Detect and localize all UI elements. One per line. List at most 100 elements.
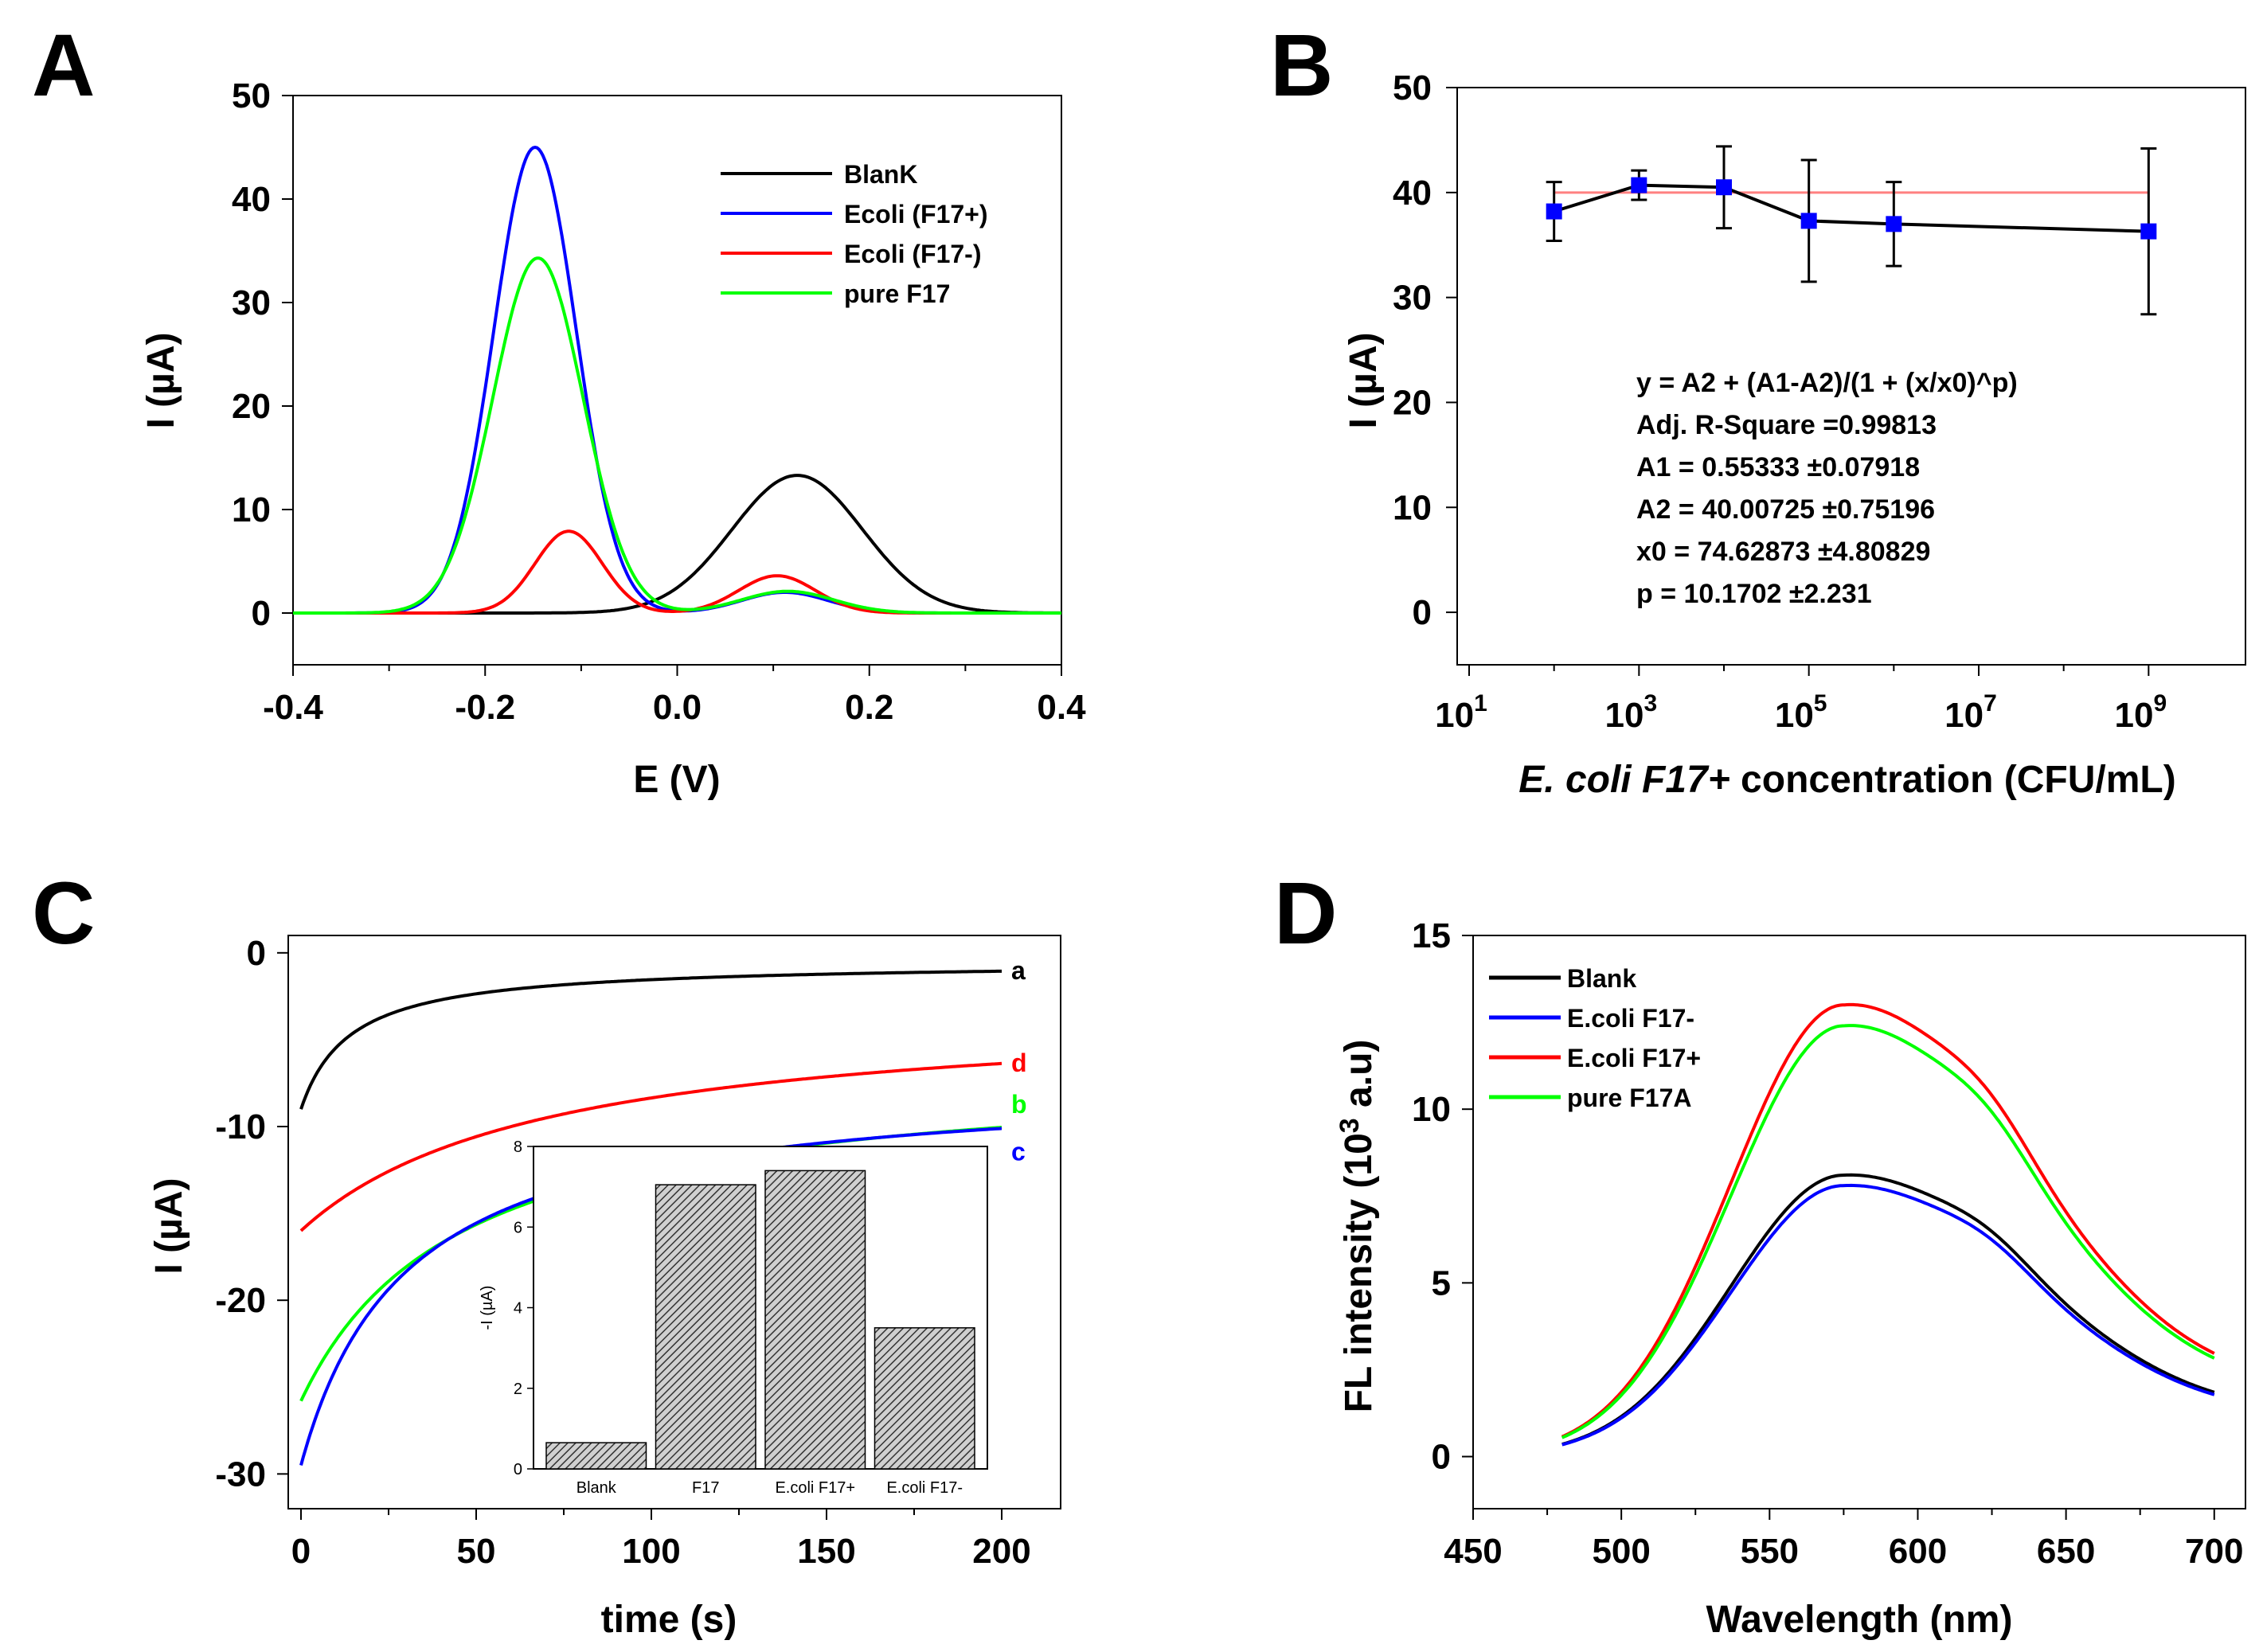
chart-d-frame bbox=[1472, 935, 2246, 1509]
chart-a-legend-label: Ecoli (F17-) bbox=[844, 240, 981, 268]
chart-d-x-tick-label: 550 bbox=[1741, 1532, 1799, 1571]
chart-c-frame bbox=[287, 935, 1061, 1509]
chart-c-inset-y-tick-label: 0 bbox=[514, 1461, 522, 1478]
chart-c-inset-y-tick-label: 6 bbox=[514, 1219, 522, 1236]
chart-c-inset-category-label: F17 bbox=[692, 1479, 719, 1497]
chart-b-equation-line: x0 = 74.62873 ±4.80829 bbox=[1636, 537, 1930, 567]
chart-a-y-tick-label: 20 bbox=[232, 387, 271, 426]
chart-b-data-point bbox=[1546, 203, 1562, 220]
chart-c-series-line bbox=[299, 1061, 1003, 1232]
chart-a-x-tick-label: 0.4 bbox=[1037, 688, 1086, 727]
chart-a-x-tick-label: 0.2 bbox=[845, 688, 893, 727]
chart-c-y-tick-label: -20 bbox=[215, 1281, 266, 1320]
chart-b-equation-line: p = 10.1702 ±2.231 bbox=[1636, 579, 1872, 609]
panel-label-a: A bbox=[32, 17, 95, 115]
chart-c-y-tick-label: -10 bbox=[215, 1107, 266, 1146]
chart-b-data-point bbox=[1886, 216, 1902, 232]
chart-c-x-axis-title: time (s) bbox=[601, 1599, 737, 1641]
chart-d-legend-label: Blank bbox=[1567, 964, 1636, 993]
chart-b-y-axis-title: I (µA) bbox=[1343, 333, 1385, 429]
chart-a-series-line bbox=[293, 529, 1061, 615]
chart-c-x-tick-label: 200 bbox=[972, 1532, 1030, 1571]
panel-label-b: B bbox=[1270, 17, 1333, 115]
chart-b-data-point bbox=[2140, 223, 2157, 240]
chart-c-inset-y-tick-label: 4 bbox=[514, 1300, 522, 1318]
chart-c-x-tick-label: 0 bbox=[291, 1532, 311, 1571]
chart-b-data-point bbox=[1631, 177, 1647, 193]
chart-b-x-tick-base: 10 bbox=[2115, 696, 2154, 735]
chart-d-legend-label: pure F17A bbox=[1567, 1084, 1691, 1112]
chart-c-curve-label: a bbox=[1011, 956, 1026, 985]
chart-b-x-tick-base: 10 bbox=[1435, 696, 1474, 735]
chart-a-y-tick-label: 50 bbox=[232, 76, 271, 115]
chart-d-x-tick-label: 600 bbox=[1889, 1532, 1947, 1571]
panel-label-c: C bbox=[32, 865, 95, 963]
chart-b-x-tick-base: 10 bbox=[1944, 696, 1984, 735]
chart-b-x-tick-base: 10 bbox=[1775, 696, 1814, 735]
chart-a-x-tick-label: -0.2 bbox=[455, 688, 515, 727]
chart-a-series-line bbox=[293, 474, 1061, 615]
chart-c: 0 50 100 150 200 0 -10 -20 -30 a dbc 0 2 4 6 8 -I (µA… bbox=[148, 934, 1061, 1641]
chart-c-y-axis-title: I (µA) bbox=[148, 1178, 190, 1275]
chart-d-legend-label: E.coli F17- bbox=[1567, 1004, 1694, 1033]
chart-d-y-axis-title: FL intensity (103 a.u) bbox=[1335, 1040, 1380, 1413]
chart-c-inset-category-label: E.coli F17- bbox=[886, 1479, 963, 1497]
chart-b-x-axis-title-italic: E. coli F17+ bbox=[1518, 759, 1729, 801]
chart-d-series-line bbox=[1561, 1183, 2215, 1447]
chart-a-x-tick-label: 0.0 bbox=[653, 688, 702, 727]
chart-d-series-line bbox=[1561, 1024, 2215, 1439]
chart-b-x-tick-exponent: 5 bbox=[1814, 690, 1827, 717]
chart-b-x-tick-label: 109 bbox=[2115, 690, 2167, 735]
chart-b-x-tick-exponent: 9 bbox=[2153, 690, 2167, 717]
chart-d-x-tick-label: 450 bbox=[1444, 1532, 1502, 1571]
chart-d-y-tick-label: 15 bbox=[1412, 916, 1451, 955]
chart-d-y-axis-title-end: a.u) bbox=[1338, 1040, 1380, 1119]
chart-d-y-axis-title-sup: 3 bbox=[1335, 1118, 1365, 1133]
chart-c-x-tick-label: 150 bbox=[797, 1532, 855, 1571]
chart-b-connect-line bbox=[1554, 183, 2149, 233]
chart-d-x-tick-label: 650 bbox=[2037, 1532, 2095, 1571]
chart-c-inset-bar bbox=[764, 1170, 866, 1470]
chart-a-x-axis-title: E (V) bbox=[633, 759, 720, 801]
chart-b-x-tick-label: 107 bbox=[1944, 690, 1997, 735]
chart-b-equation-line: y = A2 + (A1-A2)/(1 + (x/x0)^p) bbox=[1636, 368, 2018, 398]
chart-c-y-tick-label: 0 bbox=[247, 934, 266, 973]
chart-b-x-tick-label: 103 bbox=[1605, 690, 1658, 735]
chart-b-y-tick-label: 20 bbox=[1393, 383, 1432, 422]
chart-c-curve-label: d bbox=[1011, 1049, 1027, 1077]
chart-d-series-line bbox=[1561, 1173, 2215, 1446]
chart-c-inset-y-tick-label: 2 bbox=[514, 1381, 522, 1398]
chart-a-x-tick-label: -0.4 bbox=[263, 688, 323, 727]
chart-c-series-line bbox=[299, 969, 1002, 1110]
chart-d-x-tick-label: 700 bbox=[2185, 1532, 2243, 1571]
chart-a-legend-label: Ecoli (F17+) bbox=[844, 200, 988, 228]
chart-c-inset-y-tick-label: 8 bbox=[514, 1138, 522, 1156]
chart-a-y-axis-title: I (µA) bbox=[140, 333, 182, 429]
chart-c-x-tick-label: 50 bbox=[457, 1532, 496, 1571]
chart-b-y-tick-label: 0 bbox=[1413, 593, 1432, 632]
chart-a-y-tick-label: 30 bbox=[232, 283, 271, 322]
chart-c-inset-y-axis-title: -I (µA) bbox=[479, 1286, 496, 1330]
chart-d-y-tick-label: 10 bbox=[1412, 1090, 1451, 1129]
chart-b-x-tick-base: 10 bbox=[1605, 696, 1644, 735]
chart-d-y-tick-label: 5 bbox=[1432, 1263, 1451, 1302]
chart-b-data-point bbox=[1716, 179, 1732, 196]
chart-d-x-axis-title: Wavelength (nm) bbox=[1706, 1599, 2013, 1641]
chart-a: -0.4 -0.2 0.0 0.2 0.4 0 10 20 30 40 50 BlanK Ecoli… bbox=[140, 76, 1086, 801]
chart-b-x-tick-exponent: 3 bbox=[1644, 690, 1657, 717]
chart-b-equation-line: Adj. R-Square =0.99813 bbox=[1636, 410, 1937, 440]
chart-a-y-tick-label: 0 bbox=[252, 594, 271, 633]
chart-d: 450 500 550 600 650 700 0 5 10 15 Blank E.coli F1… bbox=[1335, 916, 2246, 1641]
chart-b-x-tick-label: 105 bbox=[1775, 690, 1827, 735]
chart-d-x-tick-label: 500 bbox=[1592, 1532, 1650, 1571]
chart-b-x-tick-label: 101 bbox=[1435, 690, 1487, 735]
chart-a-y-tick-label: 40 bbox=[232, 180, 271, 219]
chart-c-inset-bar bbox=[655, 1184, 756, 1470]
chart-d-y-tick-label: 0 bbox=[1432, 1438, 1451, 1477]
chart-b-y-tick-label: 50 bbox=[1393, 68, 1432, 107]
chart-b-x-tick-exponent: 7 bbox=[1984, 690, 1997, 717]
chart-b-x-axis-title-rest: concentration (CFU/mL) bbox=[1730, 759, 2176, 801]
chart-c-inset-bar bbox=[545, 1442, 647, 1470]
